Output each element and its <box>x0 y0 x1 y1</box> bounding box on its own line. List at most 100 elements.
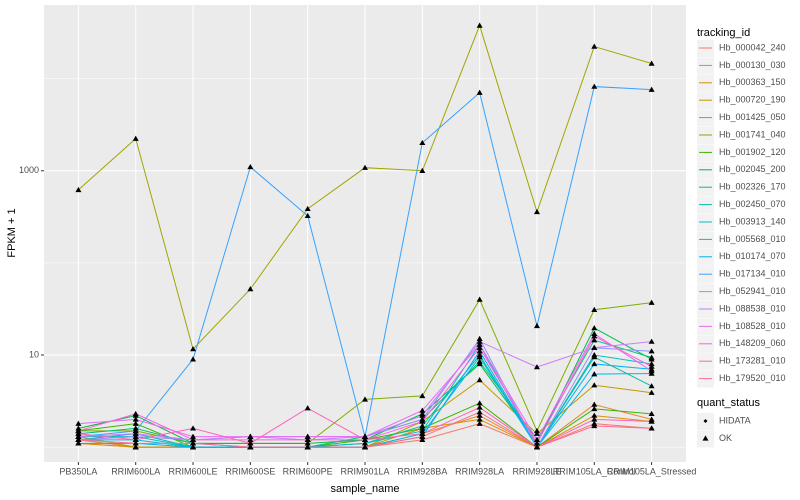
data-point <box>75 427 82 434</box>
data-point <box>362 396 368 402</box>
data-point <box>591 405 598 412</box>
data-point <box>476 420 483 426</box>
data-point <box>648 299 655 305</box>
data-point <box>591 422 598 429</box>
data-point <box>533 440 540 446</box>
legend-label: Hb_088538_010 <box>719 303 786 313</box>
legend-label: Hb_179520_010 <box>719 373 786 383</box>
data-point <box>304 444 311 450</box>
data-point <box>648 60 655 66</box>
legend-label: Hb_010174_070 <box>719 251 786 261</box>
data-point <box>476 377 483 383</box>
x-tick-label: RRIM600LE <box>169 466 218 476</box>
legend-label: Hb_108528_010 <box>719 321 786 331</box>
data-point <box>476 22 483 28</box>
data-point <box>75 433 82 439</box>
x-tick-label: RRIM928BA <box>397 466 447 476</box>
x-tick-label: RRIM600SE <box>225 466 275 476</box>
data-point <box>75 186 82 193</box>
data-point <box>304 433 311 439</box>
data-point <box>362 436 368 443</box>
data-point <box>419 412 426 418</box>
data-point <box>476 409 483 415</box>
data-point <box>132 440 139 446</box>
legend-label: Hb_017134_010 <box>719 269 786 279</box>
data-point <box>476 89 483 95</box>
x-tick-label: RRIM600PE <box>283 466 333 476</box>
data-point <box>75 440 82 446</box>
data-point <box>476 344 483 350</box>
legend-label: Hb_000363_150 <box>719 77 786 87</box>
data-point <box>648 410 655 417</box>
data-point <box>247 436 254 443</box>
data-point <box>247 163 254 170</box>
y-tick-label: 1000 <box>19 165 39 175</box>
data-point <box>362 164 368 170</box>
data-point <box>648 348 655 354</box>
y-axis-label: FPKM + 1 <box>6 208 18 257</box>
data-point <box>190 346 197 352</box>
data-point <box>132 427 139 434</box>
data-point <box>132 420 139 426</box>
data-point <box>419 427 426 434</box>
legend-label: Hb_000042_240 <box>719 42 786 52</box>
data-point <box>132 436 139 443</box>
data-point <box>648 354 655 360</box>
data-point <box>247 433 254 439</box>
legend-label: Hb_000720_190 <box>719 95 786 105</box>
data-point <box>419 407 426 413</box>
data-point <box>476 354 483 360</box>
data-point <box>132 433 139 439</box>
data-point <box>648 389 655 395</box>
data-point <box>591 344 598 350</box>
legend-label: Hb_052941_010 <box>719 286 786 296</box>
data-point <box>304 405 311 411</box>
data-point <box>591 83 598 89</box>
data-point <box>190 436 197 443</box>
legend-label: Hb_002045_200 <box>719 164 786 174</box>
data-point <box>132 444 139 450</box>
data-point <box>419 139 426 146</box>
data-point <box>476 335 483 342</box>
data-point <box>591 412 598 418</box>
data-point <box>533 444 540 450</box>
data-point <box>476 296 483 302</box>
x-tick-label: RRIM901LA <box>340 466 389 476</box>
data-point <box>591 337 598 343</box>
data-point <box>533 322 540 329</box>
data-point <box>533 208 540 215</box>
data-point <box>591 333 598 339</box>
data-point <box>132 430 139 436</box>
data-point <box>476 412 483 418</box>
data-point <box>132 416 139 422</box>
x-tick-label: RRIM105LA_Stressed <box>607 466 697 476</box>
data-point <box>419 430 426 436</box>
data-point <box>419 436 426 443</box>
data-point <box>247 440 254 446</box>
data-point <box>132 135 139 141</box>
x-tick-label: RRIM928LA <box>455 466 504 476</box>
legend-label: Hb_001425_050 <box>719 112 786 122</box>
data-point <box>476 358 483 364</box>
x-tick-label: RRIM928LE <box>512 466 561 476</box>
legend-label: Hb_002326_170 <box>719 182 786 192</box>
data-point <box>419 418 426 424</box>
legend-label: Hb_173281_010 <box>719 356 786 366</box>
data-point <box>591 306 598 312</box>
data-point <box>190 440 197 446</box>
data-point <box>476 338 483 344</box>
legend-title: tracking_id <box>697 27 750 39</box>
x-axis-label: sample_name <box>330 483 399 495</box>
data-point <box>362 444 368 450</box>
data-point <box>304 436 311 443</box>
data-point <box>419 167 426 173</box>
legend-shape <box>702 435 709 441</box>
data-point <box>648 418 655 424</box>
legend-label: Hb_002450_070 <box>719 199 786 209</box>
data-point <box>75 420 82 426</box>
data-point <box>362 440 368 446</box>
data-point <box>591 325 598 331</box>
legend-label: Hb_000130_030 <box>719 60 786 70</box>
data-point <box>533 430 540 436</box>
data-point <box>190 425 197 431</box>
